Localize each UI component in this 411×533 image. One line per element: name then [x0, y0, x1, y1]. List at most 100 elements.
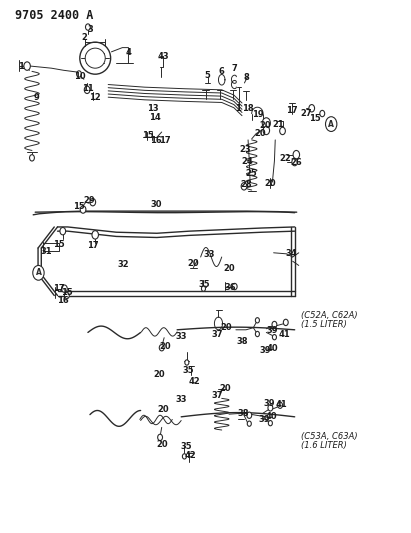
Circle shape — [30, 155, 35, 161]
Text: 30: 30 — [150, 200, 162, 209]
Text: (1.6 LITER): (1.6 LITER) — [301, 441, 346, 450]
Circle shape — [283, 319, 288, 326]
Circle shape — [293, 150, 300, 159]
Text: 1: 1 — [18, 62, 24, 70]
Circle shape — [65, 292, 69, 298]
Circle shape — [185, 360, 189, 365]
Text: 10: 10 — [74, 72, 85, 81]
Text: 8: 8 — [243, 73, 249, 82]
Text: 39: 39 — [260, 346, 271, 356]
Text: A: A — [35, 268, 42, 277]
Text: 14: 14 — [149, 113, 161, 122]
Text: 7: 7 — [231, 64, 237, 73]
Text: 33: 33 — [175, 332, 187, 341]
Circle shape — [232, 284, 237, 290]
Text: 16: 16 — [57, 296, 69, 305]
Text: 35: 35 — [180, 442, 192, 451]
Circle shape — [262, 118, 270, 128]
Text: 16: 16 — [150, 136, 162, 146]
Text: 20: 20 — [223, 264, 235, 273]
Text: 20: 20 — [265, 179, 276, 188]
Text: (1.5 LITER): (1.5 LITER) — [301, 320, 346, 329]
Circle shape — [309, 104, 314, 112]
Text: 20: 20 — [260, 120, 271, 130]
Text: 20: 20 — [156, 440, 168, 449]
Text: (C52A, C62A): (C52A, C62A) — [301, 311, 358, 319]
Text: 6: 6 — [219, 67, 225, 76]
Circle shape — [80, 206, 86, 213]
Text: 38: 38 — [238, 409, 249, 418]
Text: 13: 13 — [147, 104, 159, 113]
Circle shape — [272, 321, 277, 328]
Text: 17: 17 — [53, 284, 65, 293]
Text: 40: 40 — [266, 413, 277, 421]
Text: 36: 36 — [225, 283, 236, 292]
Text: 15: 15 — [309, 114, 321, 123]
Text: 41: 41 — [276, 400, 288, 409]
Ellipse shape — [85, 48, 105, 68]
Text: 33: 33 — [175, 395, 187, 404]
Circle shape — [255, 332, 259, 337]
Text: 15: 15 — [73, 203, 85, 212]
Text: 32: 32 — [118, 260, 129, 269]
Text: 20: 20 — [254, 129, 266, 138]
Circle shape — [280, 127, 285, 135]
Circle shape — [85, 24, 90, 30]
Text: 27: 27 — [300, 109, 312, 118]
Text: 28: 28 — [240, 180, 252, 189]
Circle shape — [76, 71, 81, 77]
Text: 17: 17 — [286, 107, 297, 116]
Text: 1: 1 — [235, 104, 241, 113]
Text: 22: 22 — [279, 154, 291, 163]
Circle shape — [326, 117, 337, 132]
Text: 39: 39 — [264, 399, 275, 408]
Circle shape — [159, 344, 164, 351]
Circle shape — [92, 231, 99, 239]
Circle shape — [292, 158, 298, 166]
Text: 15: 15 — [53, 240, 65, 249]
Circle shape — [84, 86, 90, 93]
Text: 41: 41 — [279, 329, 291, 338]
Text: 2: 2 — [81, 33, 87, 42]
Text: 20: 20 — [153, 369, 165, 378]
Text: 40: 40 — [267, 344, 278, 353]
Text: 37: 37 — [212, 329, 224, 338]
Text: 34: 34 — [286, 249, 297, 258]
Text: 3: 3 — [87, 25, 93, 34]
Circle shape — [255, 318, 259, 323]
Text: 9705 2400 A: 9705 2400 A — [15, 9, 93, 22]
Text: 23: 23 — [240, 145, 251, 154]
Text: 37: 37 — [212, 391, 224, 400]
Text: 31: 31 — [41, 247, 52, 256]
Text: 15: 15 — [61, 288, 73, 297]
Text: 19: 19 — [252, 110, 263, 119]
Circle shape — [247, 421, 251, 426]
Text: 42: 42 — [188, 377, 200, 386]
Text: 5: 5 — [205, 71, 210, 80]
Text: 43: 43 — [157, 52, 169, 61]
Circle shape — [182, 454, 187, 459]
Text: 26: 26 — [291, 158, 302, 167]
Text: 35: 35 — [182, 366, 194, 375]
Text: 20: 20 — [219, 384, 231, 393]
Text: 20: 20 — [157, 406, 169, 415]
Text: 39: 39 — [267, 326, 278, 335]
Text: 17: 17 — [87, 241, 99, 250]
Text: 20: 20 — [187, 259, 199, 268]
Text: 9: 9 — [33, 93, 39, 102]
Circle shape — [201, 286, 206, 292]
Circle shape — [60, 228, 66, 235]
Text: 42: 42 — [185, 451, 197, 460]
Text: 24: 24 — [241, 157, 253, 166]
Circle shape — [268, 421, 272, 426]
Text: 25: 25 — [246, 169, 258, 178]
Circle shape — [268, 405, 273, 411]
Text: 17: 17 — [159, 136, 171, 146]
Text: 35: 35 — [199, 280, 210, 289]
Text: 4: 4 — [125, 49, 132, 58]
Text: 29: 29 — [83, 196, 95, 205]
Circle shape — [158, 434, 162, 441]
Text: 20: 20 — [159, 342, 171, 351]
Text: (C53A, C63A): (C53A, C63A) — [301, 432, 358, 441]
Circle shape — [320, 110, 325, 117]
